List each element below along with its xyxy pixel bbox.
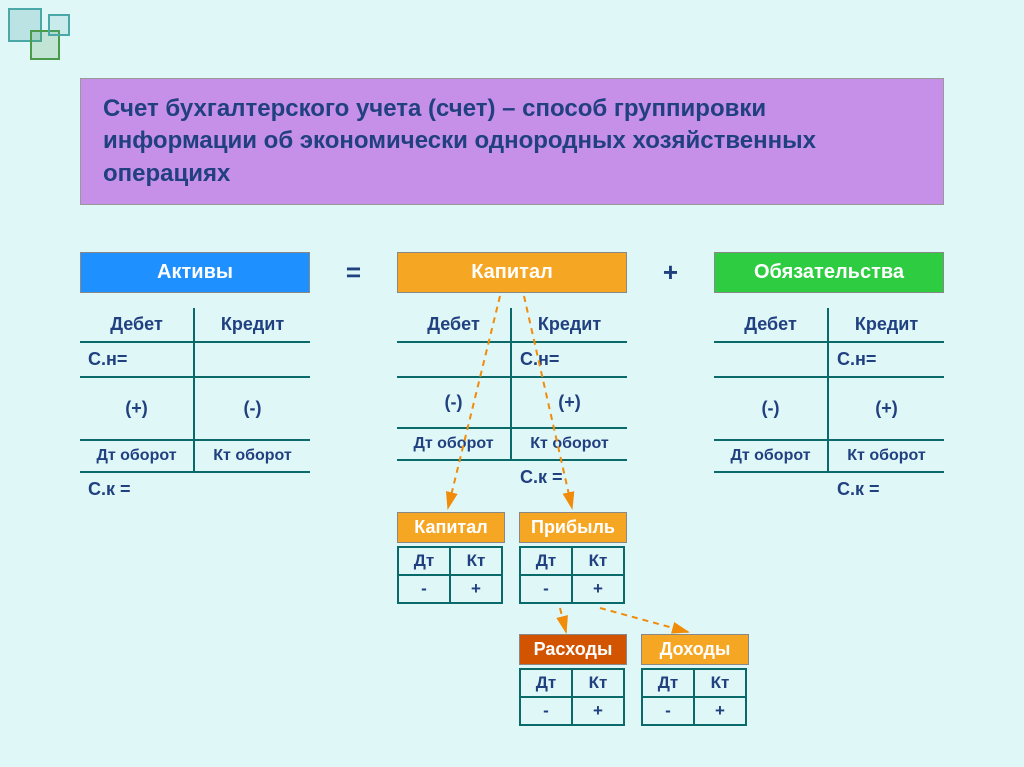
plus-cell: (+) — [512, 378, 627, 427]
debit-header: Дебет — [80, 308, 195, 341]
mini-table-profit: ДтКт -+ — [519, 546, 625, 604]
kt-oborot: Кт оборот — [829, 441, 944, 471]
debit-header: Дебет — [714, 308, 829, 341]
sn-cell: С.н= — [80, 343, 195, 376]
plus-cell: (+) — [829, 378, 944, 439]
plus-sign: + — [663, 257, 678, 288]
sub-expenses-label: Расходы — [519, 634, 627, 665]
minus-cell: (-) — [714, 378, 829, 439]
kt-oborot: Кт оборот — [512, 429, 627, 459]
title-definition: Счет бухгалтерского учета (счет) – спосо… — [80, 78, 944, 205]
t-account-capital: ДебетКредит С.н= (-)(+) Дт оборотКт обор… — [397, 308, 627, 494]
sk-cell: С.к = — [80, 473, 310, 506]
debit-header: Дебет — [397, 308, 512, 341]
sk-cell: С.к = — [829, 473, 944, 506]
mini-table-expenses: ДтКт -+ — [519, 668, 625, 726]
minus-cell: (-) — [397, 378, 512, 427]
t-account-liabilities: ДебетКредит С.н= (-)(+) Дт оборотКт обор… — [714, 308, 944, 506]
credit-header: Кредит — [829, 308, 944, 341]
dt-oborot: Дт оборот — [714, 441, 829, 471]
plus-cell: (+) — [80, 378, 195, 439]
capital-label: Капитал — [397, 252, 627, 293]
dt-oborot: Дт оборот — [80, 441, 195, 471]
sub-profit-label: Прибыль — [519, 512, 627, 543]
liabilities-label: Обязательства — [714, 252, 944, 293]
kt-oborot: Кт оборот — [195, 441, 310, 471]
minus-cell: (-) — [195, 378, 310, 439]
t-account-assets: ДебетКредит С.н= (+)(-) Дт оборотКт обор… — [80, 308, 310, 506]
mini-table-capital: ДтКт -+ — [397, 546, 503, 604]
credit-header: Кредит — [195, 308, 310, 341]
sn-cell: С.н= — [512, 343, 627, 376]
credit-header: Кредит — [512, 308, 627, 341]
equals-sign: = — [346, 257, 361, 288]
mini-table-income: ДтКт -+ — [641, 668, 747, 726]
assets-label: Активы — [80, 252, 310, 293]
dt-oborot: Дт оборот — [397, 429, 512, 459]
sub-income-label: Доходы — [641, 634, 749, 665]
sn-cell: С.н= — [829, 343, 944, 376]
accounting-equation-row: Активы = Капитал + Обязательства — [80, 252, 944, 293]
sub-capital-label: Капитал — [397, 512, 505, 543]
sk-cell: С.к = — [512, 461, 627, 494]
